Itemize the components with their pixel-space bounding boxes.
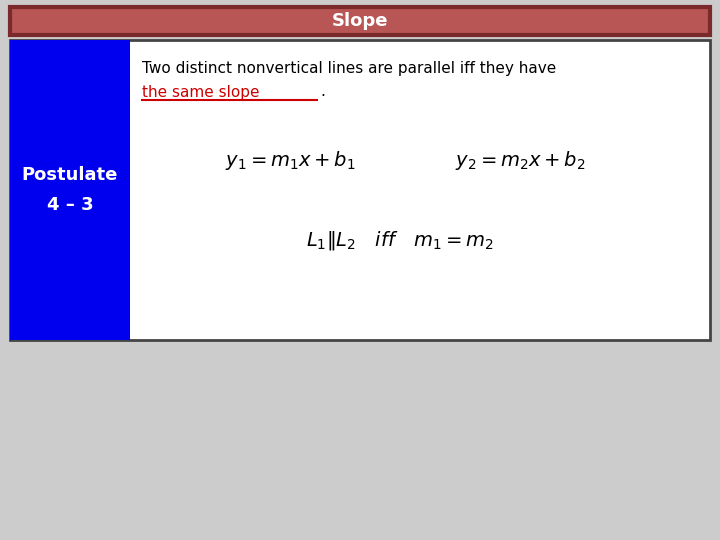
Text: the same slope: the same slope <box>142 84 259 99</box>
Text: Two distinct nonvertical lines are parallel iff they have: Two distinct nonvertical lines are paral… <box>142 60 557 76</box>
Text: Postulate
4 – 3: Postulate 4 – 3 <box>22 166 118 214</box>
FancyBboxPatch shape <box>10 40 130 340</box>
FancyBboxPatch shape <box>10 7 710 35</box>
FancyBboxPatch shape <box>10 40 710 340</box>
Text: Slope: Slope <box>332 12 388 30</box>
Text: $y_1 = m_1 x + b_1$: $y_1 = m_1 x + b_1$ <box>225 148 356 172</box>
Text: .: . <box>320 84 325 99</box>
Text: $L_1 \| L_2 \quad \mathit{iff} \quad m_1 = m_2$: $L_1 \| L_2 \quad \mathit{iff} \quad m_1… <box>306 228 494 252</box>
Text: $y_2 = m_2 x + b_2$: $y_2 = m_2 x + b_2$ <box>455 148 585 172</box>
